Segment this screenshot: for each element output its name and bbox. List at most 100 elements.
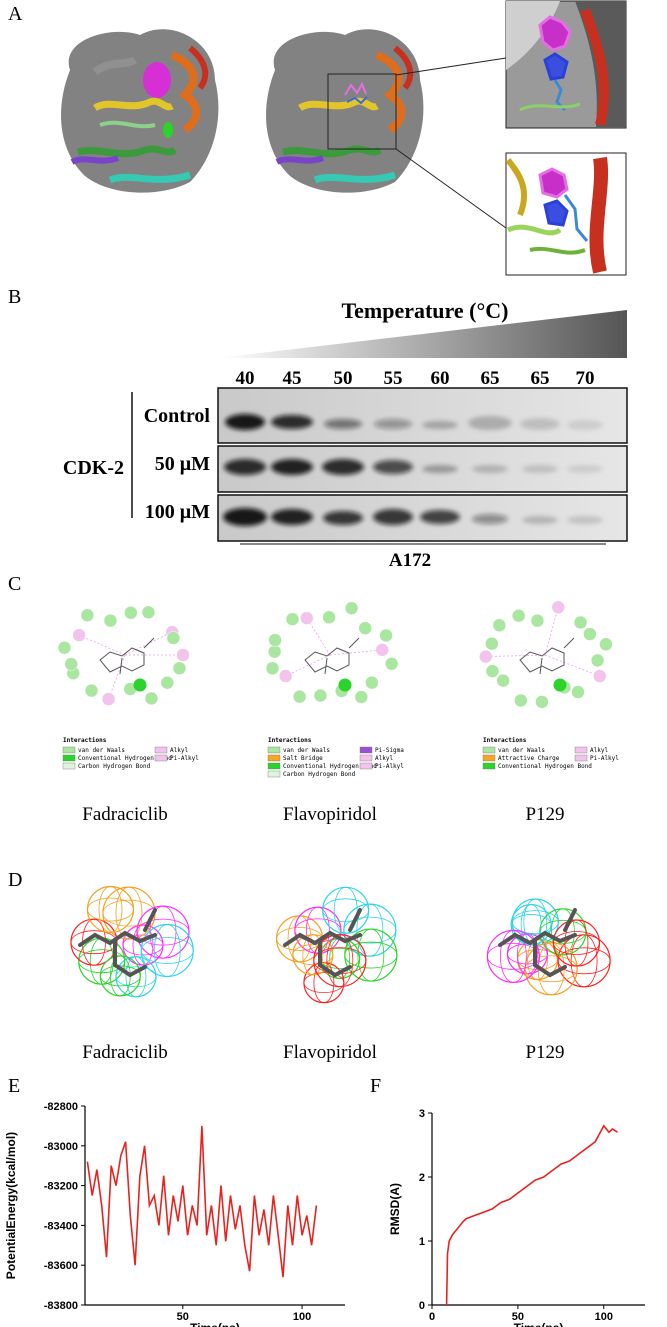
decoration (538, 15, 572, 52)
decoration (313, 171, 397, 184)
interaction-line (78, 634, 126, 656)
legend-swatch (267, 754, 281, 762)
decoration (567, 516, 603, 524)
temperature-label: 70 (576, 368, 595, 389)
decoration (271, 509, 313, 525)
decoration (543, 52, 569, 81)
decoration (520, 418, 560, 430)
sphere-mesh (333, 886, 358, 934)
compound-name: Flavopiridol (283, 804, 377, 825)
decoration: Fadraciclib Flavopiridol P129 (70, 885, 611, 1063)
legend-swatch (154, 754, 168, 762)
residue (590, 653, 605, 668)
ligand (519, 637, 575, 675)
cell-line-label: A172 (389, 550, 431, 571)
interaction-line (124, 631, 173, 656)
data-line (86, 1125, 318, 1278)
y-tick-label: -82800 (44, 1101, 78, 1113)
residue (80, 608, 95, 622)
decoration (170, 51, 201, 134)
residue (485, 636, 499, 651)
feature-sphere (136, 905, 190, 959)
sphere-mesh (115, 886, 143, 940)
decoration (163, 122, 173, 138)
residue (573, 615, 588, 630)
x-tick-label: 100 (595, 1311, 613, 1323)
condition-label: 50 μM (155, 453, 210, 475)
sphere-mesh (136, 918, 190, 946)
residue (72, 628, 86, 642)
feature-sphere (140, 923, 194, 978)
residue (571, 685, 585, 699)
residue (176, 648, 190, 662)
sphere-mesh (125, 956, 147, 998)
sphere-mesh (343, 916, 397, 944)
decoration (327, 73, 397, 150)
feature-sphere (275, 915, 324, 963)
residue (64, 657, 78, 671)
decoration (472, 465, 508, 473)
decoration (223, 508, 267, 526)
ligand (99, 637, 155, 675)
residue (172, 661, 187, 675)
feature-sphere (78, 937, 126, 985)
panel-label: B (8, 286, 21, 308)
residue (354, 690, 369, 704)
residue (278, 669, 293, 683)
legend-swatch (359, 746, 373, 754)
panel-label: C (8, 573, 21, 595)
residue (285, 612, 300, 626)
legend-label: Conventional Hydrogen Bond (78, 755, 172, 762)
decoration (422, 421, 458, 429)
decoration: 40 45 50 55 60 65 65 70 (236, 368, 595, 389)
temperature-label: 65 (531, 368, 550, 389)
y-tick-label: -83400 (44, 1220, 78, 1232)
decoration (375, 51, 406, 134)
y-tick-label: -83200 (44, 1181, 78, 1193)
legend-swatch (267, 762, 281, 770)
legend-label: Carbon Hydrogen Bond (78, 763, 151, 770)
legend-title: Interactions (63, 737, 107, 744)
residue (375, 643, 389, 657)
x-tick-label: 100 (293, 1311, 311, 1323)
residue (553, 678, 567, 692)
legend-swatch (359, 754, 373, 762)
decoration (420, 510, 460, 524)
legend-swatch (154, 746, 168, 754)
decoration (108, 171, 192, 184)
temperature-label: 50 (334, 368, 353, 389)
residue (358, 621, 372, 635)
y-tick-label: 3 (419, 1108, 425, 1120)
protein-label: CDK-2 (63, 457, 124, 479)
legend-label: Pi-Alkyl (375, 763, 404, 770)
blot-row (217, 387, 628, 444)
panel-label: E (8, 1075, 20, 1097)
residue (322, 610, 336, 625)
sphere-mesh (510, 914, 552, 935)
interaction-line (108, 654, 126, 700)
interaction-line (485, 654, 546, 657)
ligand-sticks (78, 908, 157, 978)
sphere-mesh (313, 962, 335, 1004)
residue (535, 695, 549, 709)
legend-label: Pi-Sigma (375, 747, 404, 754)
legend-swatch (62, 762, 76, 770)
condition-label: 100 μM (145, 501, 210, 523)
residue (57, 640, 72, 655)
temperature-label: 65 (481, 368, 500, 389)
compound-name: P129 (525, 1042, 564, 1063)
legend-label: Alkyl (375, 755, 393, 762)
sphere-mesh (326, 934, 354, 988)
legend-swatch (62, 754, 76, 762)
temperature-label: 55 (384, 368, 403, 389)
residue (268, 633, 282, 647)
decoration (373, 509, 413, 525)
sphere-mesh (292, 944, 334, 966)
legend-label: Alkyl (170, 747, 188, 754)
decoration (298, 97, 379, 112)
temperature-label: 45 (283, 368, 302, 389)
residue (384, 657, 399, 671)
